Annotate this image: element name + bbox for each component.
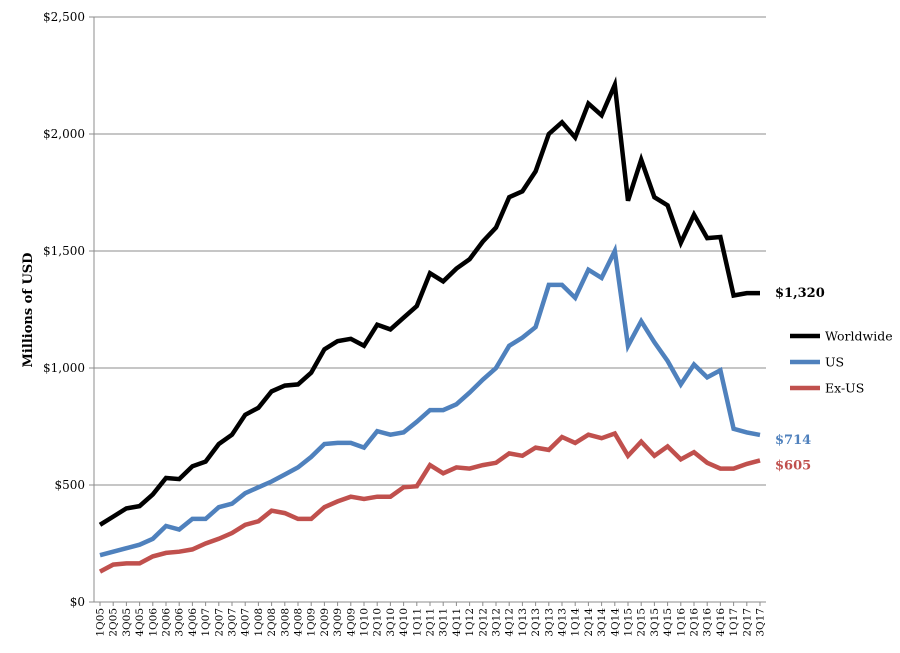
x-tick-label: 3Q16 xyxy=(702,608,714,637)
x-tick-label: 1Q06 xyxy=(147,608,159,637)
end-label-ex-us: $605 xyxy=(775,458,811,473)
legend-label: Ex-US xyxy=(825,381,864,396)
x-tick-label: 4Q14 xyxy=(609,608,621,637)
x-tick-label: 1Q10 xyxy=(359,608,371,637)
x-tick-label: 2Q06 xyxy=(161,608,173,637)
x-tick-label: 4Q16 xyxy=(715,608,727,637)
x-tick-label: 3Q14 xyxy=(596,608,608,637)
x-tick-label: 1Q11 xyxy=(411,608,423,637)
x-tick-label: 2Q17 xyxy=(741,608,753,637)
legend-item: Worldwide xyxy=(790,329,893,344)
x-tick-label: 4Q11 xyxy=(451,608,463,637)
legend-label: US xyxy=(825,355,844,370)
x-tick-label: 3Q06 xyxy=(174,608,186,637)
x-tick-label: 2Q12 xyxy=(477,608,489,637)
legend-item: US xyxy=(790,355,844,370)
x-tick-label: 4Q06 xyxy=(187,608,199,637)
x-axis-ticks: 1Q05 2Q05 3Q05 4Q05 1Q06 2Q06 3Q06 4Q06 1Q07 2Q07… xyxy=(95,602,767,637)
series-lines xyxy=(98,76,761,574)
x-tick-label: 4Q13 xyxy=(557,608,569,637)
series-line-us xyxy=(99,243,761,558)
x-tick-label: 3Q10 xyxy=(385,608,397,637)
x-tick-label: 4Q08 xyxy=(293,608,305,637)
x-tick-label: 1Q16 xyxy=(675,608,687,637)
x-tick-label: 3Q09 xyxy=(332,608,344,637)
end-value-labels: $1,320 $714 $605 xyxy=(775,286,825,473)
x-tick-label: 4Q05 xyxy=(134,608,146,637)
x-tick-label: 4Q09 xyxy=(345,608,357,637)
y-tick-label: $500 xyxy=(54,478,85,492)
x-tick-label: 2Q05 xyxy=(108,608,120,637)
x-tick-label: 1Q12 xyxy=(464,608,476,637)
x-tick-label: 4Q15 xyxy=(662,608,674,637)
x-tick-label: 3Q12 xyxy=(491,608,503,637)
x-tick-label: 1Q09 xyxy=(306,608,318,637)
x-tick-label: 2Q11 xyxy=(425,608,437,637)
x-tick-label: 1Q13 xyxy=(517,608,529,637)
x-tick-label: 4Q12 xyxy=(504,608,516,637)
x-tick-label: 3Q05 xyxy=(121,608,133,637)
x-tick-label: 1Q14 xyxy=(570,608,582,637)
x-tick-label: 2Q09 xyxy=(319,608,331,637)
legend-item: Ex-US xyxy=(790,381,864,396)
legend: Worldwide US Ex-US xyxy=(790,329,893,396)
y-tick-label: $1,000 xyxy=(43,361,85,375)
x-tick-label: 2Q08 xyxy=(266,608,278,637)
x-tick-label: 2Q07 xyxy=(213,608,225,637)
series-line-ex-us xyxy=(98,430,761,574)
x-tick-label: 3Q13 xyxy=(543,608,555,637)
gridlines xyxy=(94,16,766,486)
x-tick-label: 2Q15 xyxy=(636,608,648,637)
end-label-us: $714 xyxy=(775,433,811,448)
x-tick-label: 1Q17 xyxy=(728,608,740,637)
x-tick-label: 1Q07 xyxy=(200,608,212,637)
x-tick-label: 3Q11 xyxy=(438,608,450,637)
x-tick-label: 2Q14 xyxy=(583,608,595,637)
y-axis-label: Millions of USD xyxy=(21,253,36,368)
y-tick-label: $1,500 xyxy=(43,244,85,258)
y-tick-label: $0 xyxy=(70,595,85,609)
x-tick-label: 1Q08 xyxy=(253,608,265,637)
x-tick-label: 1Q15 xyxy=(623,608,635,637)
x-tick-label: 2Q16 xyxy=(689,608,701,637)
y-tick-label: $2,500 xyxy=(43,10,85,24)
end-label-worldwide: $1,320 xyxy=(775,286,825,301)
x-tick-label: 3Q17 xyxy=(755,608,767,637)
x-tick-label: 2Q10 xyxy=(372,608,384,637)
y-tick-label: $2,000 xyxy=(43,127,85,141)
x-tick-label: 1Q05 xyxy=(95,608,107,637)
series-line-worldwide xyxy=(98,76,760,527)
x-tick-label: 4Q07 xyxy=(240,608,252,637)
x-tick-label: 3Q08 xyxy=(279,608,291,637)
axes xyxy=(93,17,766,603)
x-tick-label: 2Q13 xyxy=(530,608,542,637)
legend-label: Worldwide xyxy=(825,329,893,344)
x-tick-label: 3Q07 xyxy=(227,608,239,637)
y-axis-ticks: $0 $500 $1,000 $1,500 $2,000 $2,500 xyxy=(43,10,94,609)
x-tick-label: 3Q15 xyxy=(649,608,661,637)
x-tick-label: 4Q10 xyxy=(398,608,410,637)
